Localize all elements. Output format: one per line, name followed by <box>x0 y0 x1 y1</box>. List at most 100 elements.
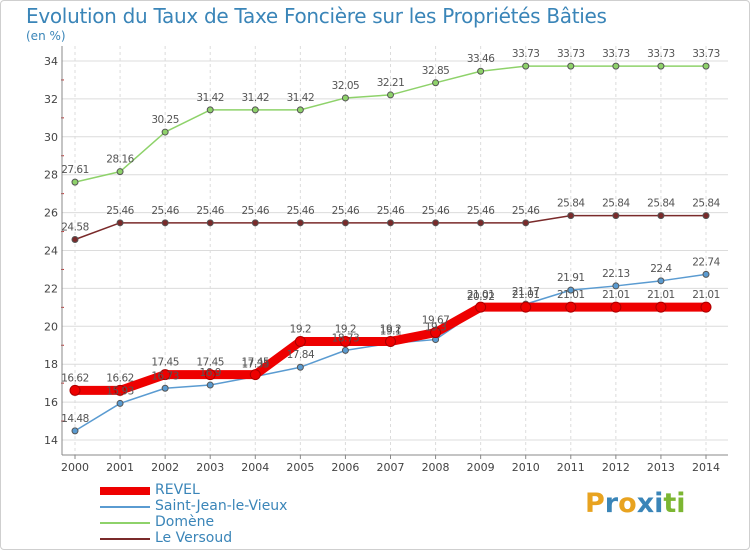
data-label-domene: 33.73 <box>647 48 675 60</box>
proxiti-logo: Proxiti <box>585 488 686 519</box>
data-point-revel <box>655 301 667 313</box>
data-label-domene: 28.16 <box>106 154 134 166</box>
data-point-le-versoud <box>567 212 575 220</box>
data-label-domene: 32.21 <box>377 77 405 89</box>
data-point-domene <box>612 62 620 70</box>
data-point-saint-jean-le-vieux <box>341 346 349 354</box>
data-label-revel: 16.62 <box>61 372 89 384</box>
data-label-domene: 31.42 <box>242 92 270 104</box>
data-label-le-versoud: 25.46 <box>106 205 134 217</box>
legend-swatch-domene <box>100 522 150 524</box>
data-point-saint-jean-le-vieux <box>206 381 214 389</box>
y-tick-label: 30 <box>44 131 58 144</box>
data-label-saint-jean-le-vieux: 19.3 <box>425 322 446 334</box>
data-label-le-versoud: 25.46 <box>196 205 224 217</box>
data-point-domene <box>296 106 304 114</box>
logo-letter: i <box>676 488 686 519</box>
x-tick-label: 2002 <box>151 461 179 474</box>
data-label-domene: 32.85 <box>422 65 450 77</box>
data-point-saint-jean-le-vieux <box>702 270 710 278</box>
data-label-saint-jean-le-vieux: 14.48 <box>61 413 89 425</box>
logo-letter: r <box>604 488 619 519</box>
legend-item-saint-jean-le-vieux: Saint-Jean-le-Vieux <box>100 498 360 515</box>
data-point-domene <box>341 94 349 102</box>
data-point-domene <box>116 168 124 176</box>
legend-item-le-versoud: Le Versoud <box>100 530 360 547</box>
data-label-saint-jean-le-vieux: 17.84 <box>287 349 315 361</box>
data-label-le-versoud: 25.46 <box>422 205 450 217</box>
x-tick-label: 2006 <box>331 461 359 474</box>
data-point-saint-jean-le-vieux <box>161 384 169 392</box>
x-tick-label: 2011 <box>557 461 585 474</box>
data-point-le-versoud <box>206 219 214 227</box>
y-tick-label: 22 <box>44 282 58 295</box>
data-label-revel: 21.01 <box>557 289 585 301</box>
data-point-revel <box>565 301 577 313</box>
logo-letter: P <box>585 488 605 519</box>
data-label-saint-jean-le-vieux: 20.92 <box>467 291 495 303</box>
data-label-domene: 31.42 <box>196 92 224 104</box>
data-label-le-versoud: 25.84 <box>692 198 720 210</box>
data-point-domene <box>71 178 79 186</box>
x-tick-label: 2013 <box>647 461 675 474</box>
x-tick-label: 2010 <box>512 461 540 474</box>
data-point-revel <box>159 369 171 381</box>
legend: REVEL Saint-Jean-le-Vieux Domène Le Vers… <box>100 482 360 547</box>
data-point-revel <box>610 301 622 313</box>
y-tick-label: 14 <box>44 434 58 447</box>
data-label-domene: 33.73 <box>557 48 585 60</box>
data-point-saint-jean-le-vieux <box>116 399 124 407</box>
data-point-domene <box>702 62 710 70</box>
y-tick-label: 16 <box>44 396 58 409</box>
data-label-saint-jean-le-vieux: 16.9 <box>200 367 221 379</box>
logo-letter: t <box>663 488 677 519</box>
data-label-le-versoud: 25.46 <box>332 205 360 217</box>
data-point-le-versoud <box>251 219 259 227</box>
data-point-le-versoud <box>296 219 304 227</box>
data-label-saint-jean-le-vieux: 22.74 <box>692 256 720 268</box>
data-point-domene <box>206 106 214 114</box>
data-label-le-versoud: 25.46 <box>287 205 315 217</box>
data-label-domene: 33.73 <box>692 48 720 60</box>
data-label-le-versoud: 25.84 <box>602 198 630 210</box>
data-point-revel <box>700 301 712 313</box>
data-point-le-versoud <box>116 219 124 227</box>
data-label-saint-jean-le-vieux: 17.35 <box>242 359 270 371</box>
data-label-le-versoud: 24.58 <box>61 222 89 234</box>
data-point-domene <box>161 128 169 136</box>
data-label-domene: 33.46 <box>467 53 495 65</box>
data-point-revel <box>249 369 261 381</box>
data-point-domene <box>251 106 259 114</box>
logo-letter: o <box>618 488 637 519</box>
data-label-revel: 21.01 <box>467 289 495 301</box>
legend-item-revel: REVEL <box>100 482 360 499</box>
data-label-revel: 17.45 <box>242 357 270 369</box>
data-point-revel <box>114 384 126 396</box>
data-point-le-versoud <box>387 219 394 227</box>
y-tick-label: 26 <box>44 207 58 220</box>
data-label-revel: 19.2 <box>290 323 311 335</box>
data-label-le-versoud: 25.84 <box>647 198 675 210</box>
y-tick-label: 18 <box>44 358 58 371</box>
data-point-revel <box>69 384 81 396</box>
data-point-le-versoud <box>702 212 710 220</box>
data-label-saint-jean-le-vieux: 21.17 <box>512 286 540 298</box>
data-label-revel: 21.01 <box>692 289 720 301</box>
x-tick-label: 2005 <box>286 461 314 474</box>
data-point-domene <box>522 62 530 70</box>
y-tick-label: 32 <box>44 93 58 106</box>
data-label-revel: 21.01 <box>512 289 540 301</box>
data-label-le-versoud: 25.46 <box>242 205 270 217</box>
logo-letter: i <box>654 488 664 519</box>
data-label-revel: 17.45 <box>151 357 179 369</box>
data-point-le-versoud <box>341 219 349 227</box>
data-label-saint-jean-le-vieux: 22.4 <box>650 263 672 275</box>
data-point-saint-jean-le-vieux <box>567 286 575 294</box>
data-point-domene <box>477 67 485 75</box>
y-tick-label: 20 <box>44 320 58 333</box>
legend-swatch-saint-jean-le-vieux <box>100 506 150 508</box>
data-label-domene: 33.73 <box>602 48 630 60</box>
data-label-saint-jean-le-vieux: 19.1 <box>380 325 401 337</box>
x-tick-label: 2007 <box>377 461 405 474</box>
